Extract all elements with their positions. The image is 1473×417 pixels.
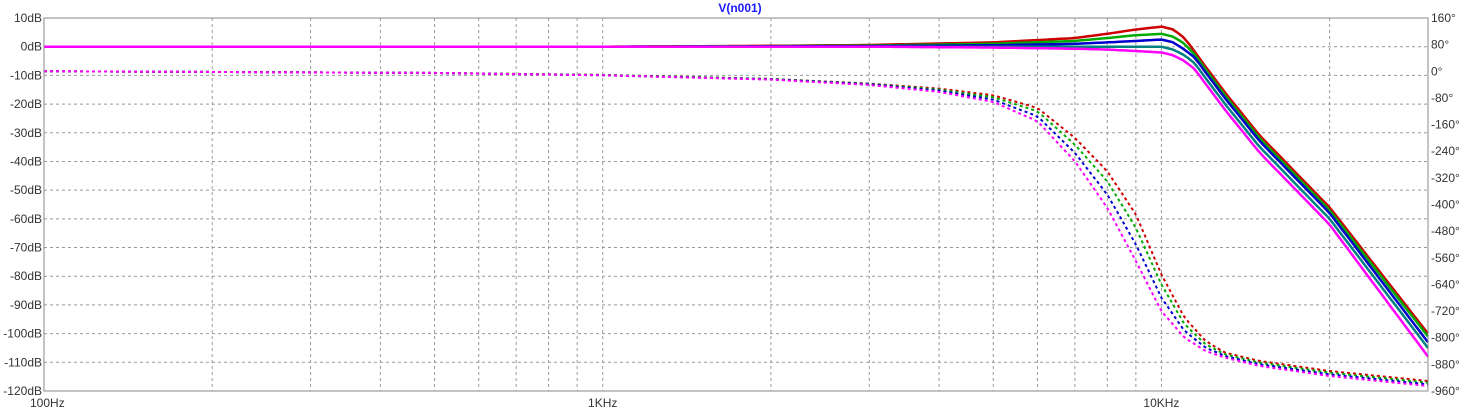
grid-lines	[44, 18, 1428, 391]
chart-title: V(n001)	[718, 1, 761, 15]
y-right-tick-label: -400°	[1431, 198, 1460, 212]
y-right-tick-label: 0°	[1431, 64, 1443, 78]
y-left-tick-label: 0dB	[21, 40, 42, 54]
y-left-tick-label: -60dB	[10, 212, 42, 226]
y-right-tick-label: -160°	[1431, 118, 1460, 132]
axis-tick-labels: 10dB 0dB -10dB -20dB -30dB -40dB -50dB -60dB -70…	[3, 11, 1460, 410]
y-left-tick-label: 10dB	[14, 11, 42, 25]
y-left-tick-label: -110dB	[4, 355, 42, 369]
y-left-tick-label: -120dB	[3, 384, 42, 398]
phase-series-line	[44, 70, 1429, 382]
y-right-tick-label: 80°	[1431, 38, 1449, 52]
x-tick-label: 100Hz	[30, 396, 65, 410]
y-right-tick-label: -240°	[1431, 144, 1460, 158]
y-left-tick-label: -50dB	[10, 183, 42, 197]
y-left-tick-label: -30dB	[10, 126, 42, 140]
y-right-tick-label: -880°	[1431, 357, 1460, 371]
plot-frame	[43, 17, 1429, 392]
y-right-tick-label: -80°	[1431, 91, 1453, 105]
phase-series-line	[44, 70, 1429, 384]
phase-series-line	[44, 70, 1429, 387]
y-right-tick-label: 160°	[1431, 11, 1456, 25]
x-tick-label: 1KHz	[588, 396, 617, 410]
magnitude-series-line	[44, 45, 1430, 358]
y-right-tick-label: -560°	[1431, 251, 1460, 265]
phase-series-line	[44, 70, 1429, 386]
y-right-tick-label: -480°	[1431, 224, 1460, 238]
y-right-tick-label: -320°	[1431, 171, 1460, 185]
y-left-tick-label: -10dB	[10, 68, 42, 82]
phase-curves	[44, 70, 1429, 387]
y-left-tick-label: -40dB	[10, 154, 42, 168]
y-left-tick-label: -20dB	[10, 97, 42, 111]
y-left-tick-label: -100dB	[3, 327, 42, 341]
magnitude-series-line	[44, 25, 1429, 335]
y-left-tick-label: -70dB	[10, 241, 42, 255]
y-right-tick-label: -960°	[1431, 384, 1460, 398]
y-right-tick-label: -640°	[1431, 277, 1460, 291]
x-tick-label: 10KHz	[1143, 396, 1179, 410]
y-left-tick-label: -90dB	[10, 298, 42, 312]
y-left-tick-label: -80dB	[10, 269, 42, 283]
magnitude-curves	[44, 25, 1430, 358]
y-right-tick-label: -720°	[1431, 304, 1460, 318]
y-right-tick-label: -800°	[1431, 331, 1460, 345]
